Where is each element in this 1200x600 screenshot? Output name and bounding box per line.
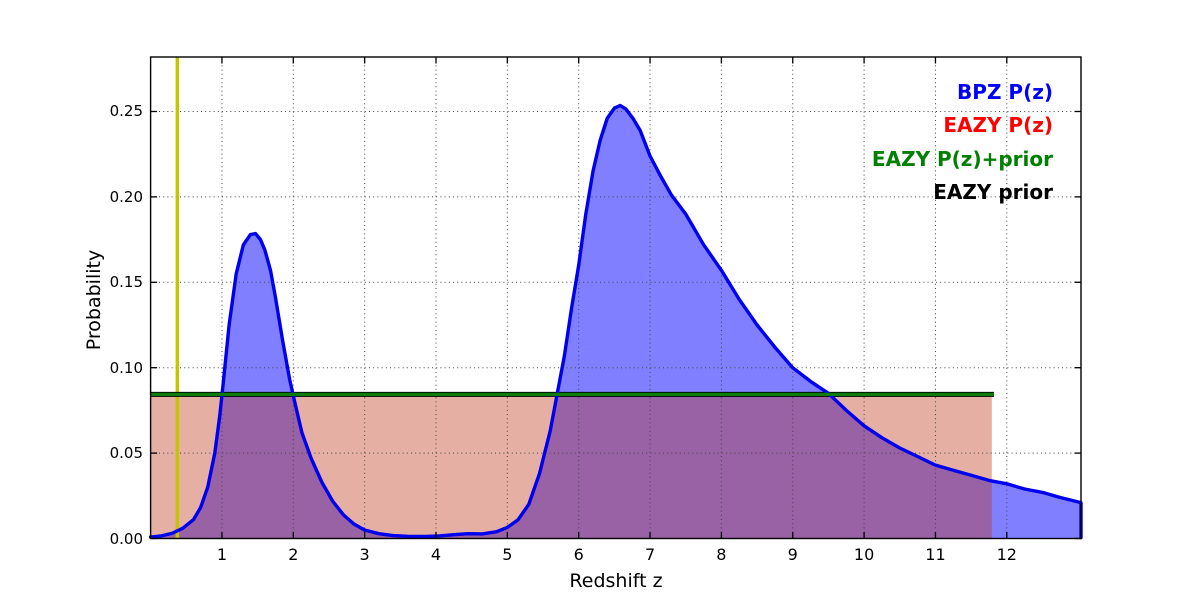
legend-item-eazy-pz-prior: EAZY P(z)+prior — [871, 146, 1053, 171]
y-tick-label: 0.05 — [109, 444, 143, 463]
x-tick-label: 7 — [644, 545, 656, 564]
x-tick-label: 1 — [216, 545, 228, 564]
bpz-pz-line — [148, 103, 1083, 540]
legend: BPZ P(z) EAZY P(z) EAZY P(z)+prior EAZY … — [872, 76, 1053, 210]
y-tick-label: 0.00 — [109, 529, 143, 548]
x-tick-label: 12 — [996, 545, 1017, 564]
x-tick-label: 10 — [853, 545, 875, 564]
y-tick-label: 0.10 — [109, 358, 143, 377]
x-tick-label: 2 — [288, 545, 299, 564]
bpz-pz-fill — [150, 105, 1082, 539]
x-tick-label: 8 — [716, 545, 727, 564]
x-tick-label: 9 — [787, 545, 798, 564]
x-axis-label: Redshift z — [569, 570, 663, 592]
x-tick-label: 5 — [502, 545, 513, 564]
legend-item-bpz-pz: BPZ P(z) — [957, 80, 1053, 104]
y-tick-label: 0.15 — [109, 273, 143, 292]
eazy-pz-fill — [150, 394, 992, 539]
x-tick-label: 6 — [573, 545, 584, 564]
axes-frame — [149, 56, 1082, 540]
legend-item-eazy-pz: EAZY P(z) — [943, 113, 1053, 138]
y-axis-label: Probability — [83, 249, 105, 351]
y-tick-label: 0.25 — [109, 102, 143, 121]
x-tick-label: 4 — [430, 545, 442, 564]
x-tick-label: 3 — [359, 545, 370, 564]
y-tick-label: 0.20 — [109, 187, 143, 206]
x-tick-label: 11 — [925, 545, 946, 564]
legend-item-eazy-prior: EAZY prior — [933, 180, 1053, 205]
